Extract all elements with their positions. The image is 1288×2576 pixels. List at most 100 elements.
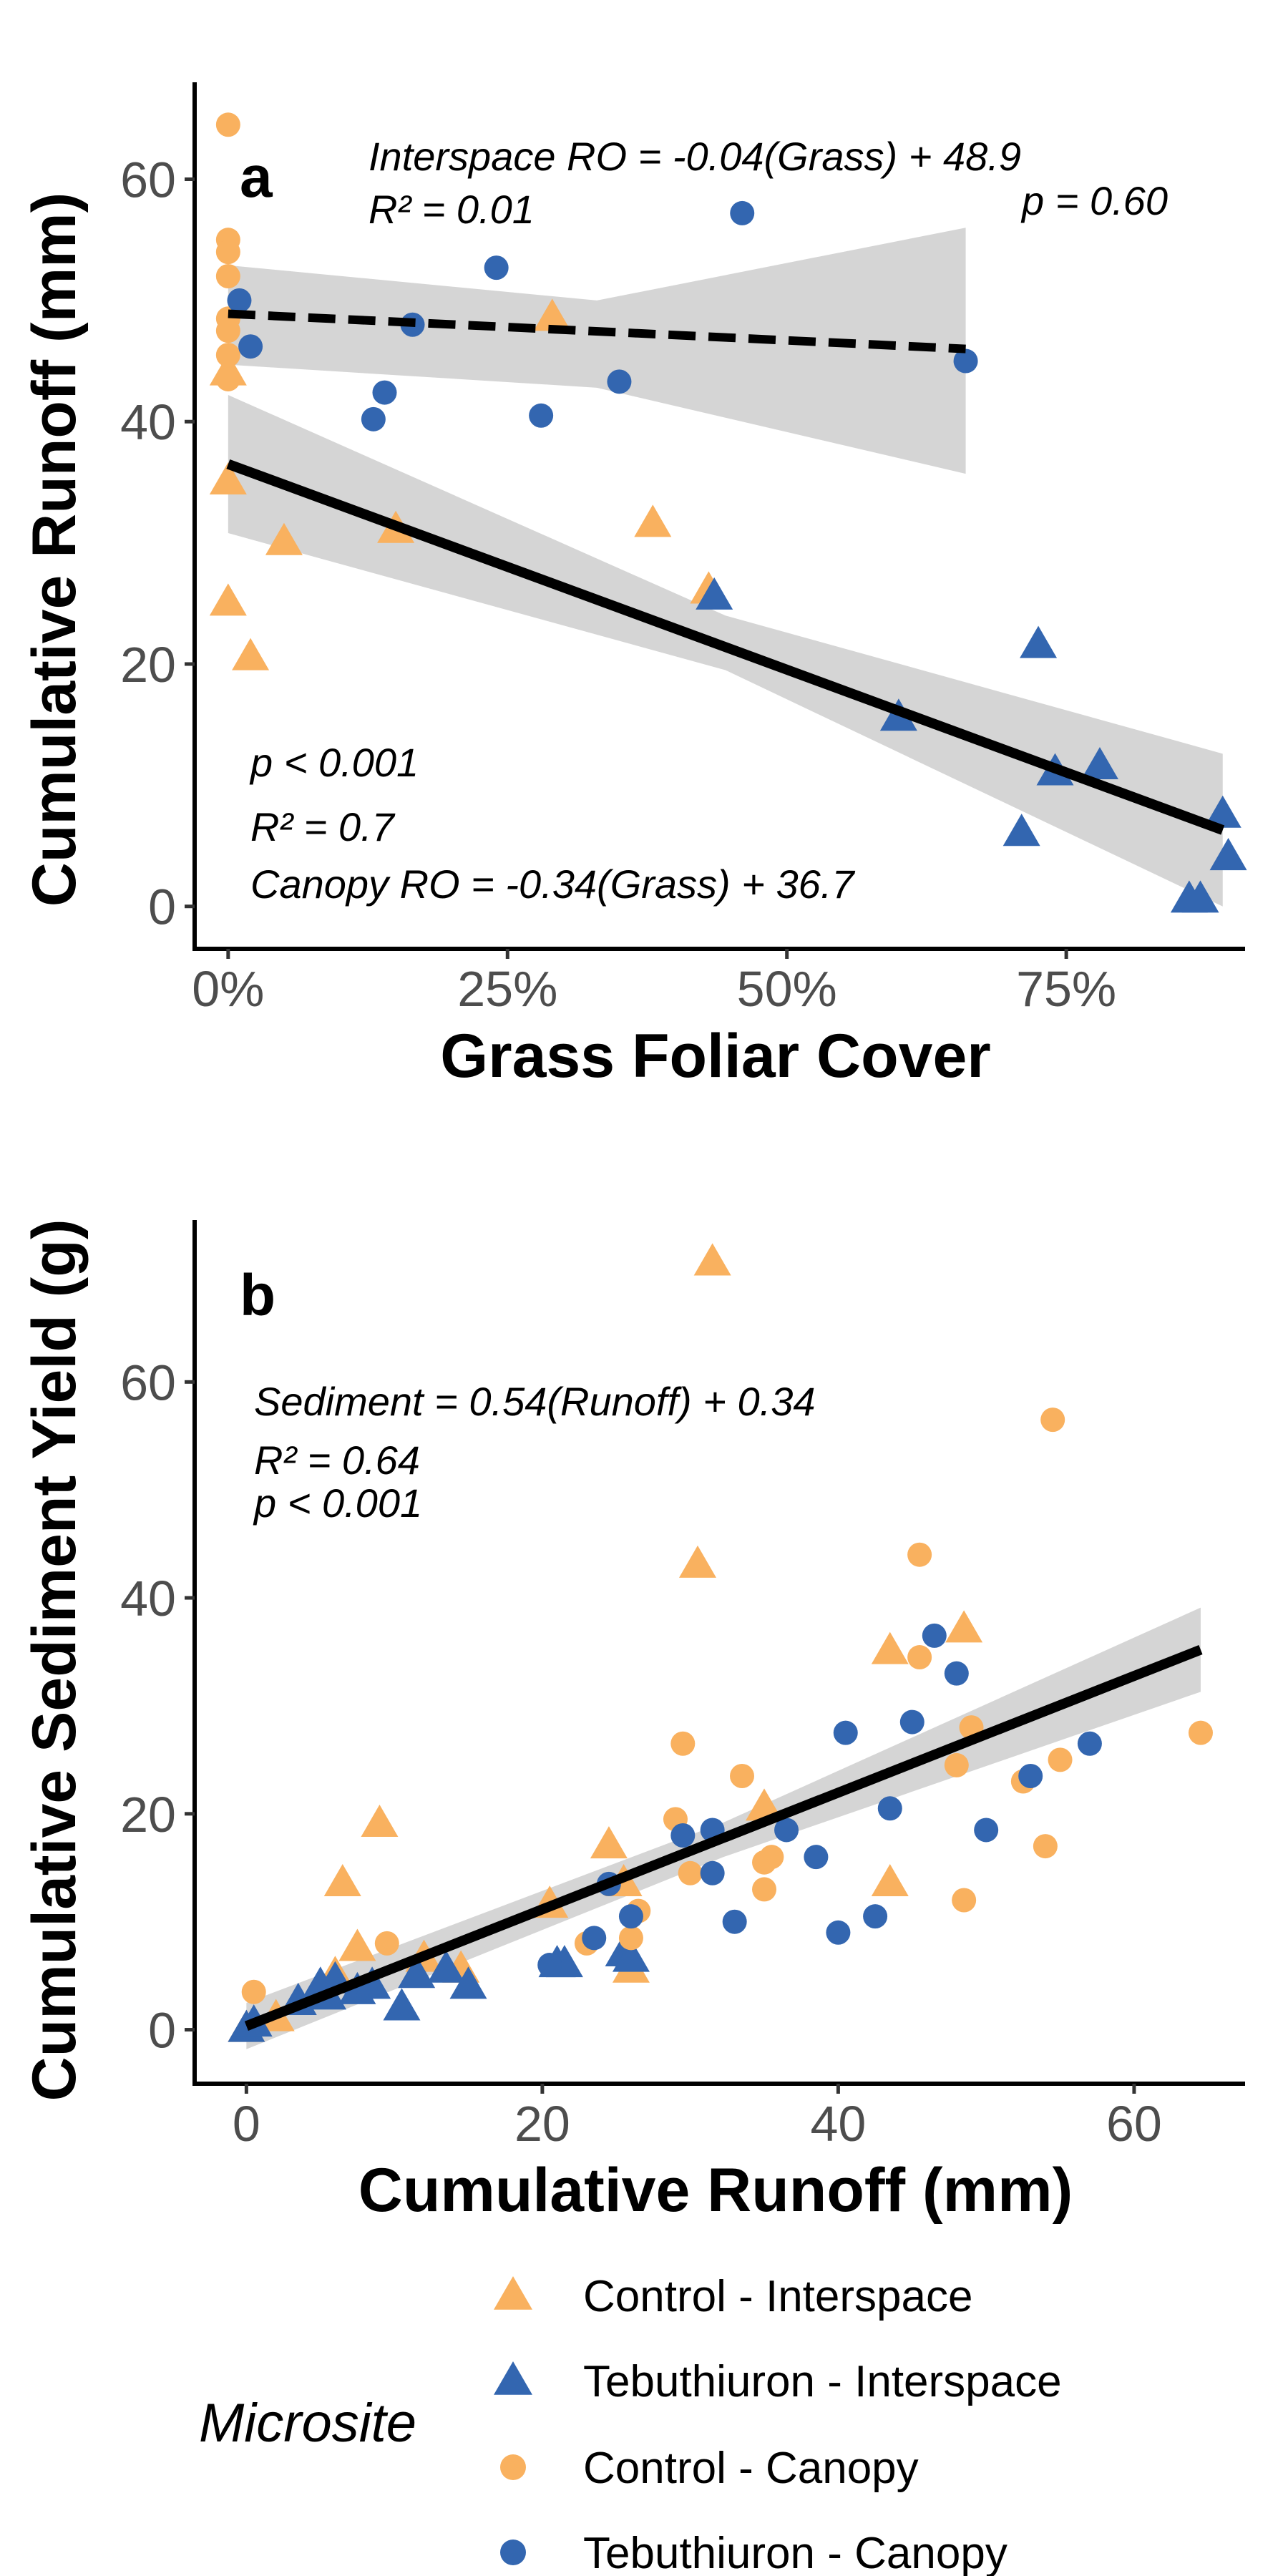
- b-point-control-canopy: [619, 1926, 643, 1950]
- b-point-control-interspace: [324, 1864, 361, 1896]
- a-point-control-canopy: [216, 318, 240, 343]
- a-x-tick-label: 25%: [457, 961, 557, 1017]
- b-point-tebuthiuron-canopy: [974, 1818, 998, 1842]
- b-point-control-interspace: [872, 1864, 909, 1896]
- b-point-tebuthiuron-canopy: [863, 1904, 887, 1928]
- panel-a-tag: a: [240, 145, 273, 210]
- legend-label-control-interspace: Control - Interspace: [583, 2272, 972, 2321]
- b-point-control-canopy: [1048, 1747, 1073, 1772]
- panel-a: 0% 25% 50% 75% 0 20 40 60 a Interspace RO = -0.…: [20, 82, 1247, 1091]
- a-point-control-interspace: [232, 638, 269, 670]
- a-y-tick-label: 0: [148, 879, 176, 935]
- panel-b-tag: b: [240, 1263, 275, 1328]
- b-point-control-canopy: [952, 1888, 976, 1913]
- a-point-tebuthiuron-canopy: [361, 407, 386, 431]
- b-point-tebuthiuron-canopy: [1078, 1732, 1102, 1756]
- b-point-tebuthiuron-canopy: [878, 1796, 902, 1820]
- panel-b: 0 20 40 600204060 b Sediment = 0.54(Runoff)…: [20, 1219, 1245, 2225]
- panel-b-fit-lines: [246, 1649, 1201, 2026]
- b-x-tick-label: 20: [514, 2096, 570, 2152]
- legend-title: Microsite: [199, 2393, 416, 2454]
- panel-a-interspace-equation: Interspace RO = -0.04(Grass) + 48.9: [369, 134, 1021, 179]
- a-point-control-canopy: [216, 264, 240, 288]
- panel-a-x-axis-title: Grass Foliar Cover: [440, 1022, 991, 1091]
- b-point-control-canopy: [1040, 1407, 1065, 1432]
- panel-a-interspace-r2: R² = 0.01: [369, 187, 535, 232]
- b-point-control-canopy: [759, 1845, 784, 1869]
- panel-b-r2: R² = 0.64: [254, 1438, 420, 1483]
- a-point-control-canopy: [216, 240, 240, 264]
- panel-b-y-axis-title: Cumulative Sediment Yield (g): [20, 1219, 89, 2102]
- a-x-tick-label: 50%: [737, 961, 837, 1017]
- b-point-tebuthiuron-canopy: [900, 1710, 924, 1735]
- a-point-control-canopy: [216, 343, 240, 367]
- panel-a-canopy-p: p < 0.001: [249, 740, 419, 785]
- b-x-tick-label: 60: [1106, 2096, 1162, 2152]
- b-point-control-interspace: [338, 1928, 376, 1961]
- a-x-tick-label: 0%: [192, 961, 264, 1017]
- a-ci-band-0: [228, 228, 966, 474]
- b-point-tebuthiuron-canopy: [619, 1904, 643, 1928]
- b-fit-line-0: [246, 1649, 1201, 2026]
- legend-items: Control - Interspace Tebuthiuron - Inters…: [494, 2272, 1062, 2576]
- b-point-tebuthiuron-canopy: [1018, 1764, 1043, 1788]
- a-point-tebuthiuron-canopy: [529, 404, 553, 428]
- b-point-control-interspace: [694, 1243, 731, 1275]
- panel-a-y-axis-title: Cumulative Runoff (mm): [20, 192, 89, 907]
- b-point-control-canopy: [670, 1732, 695, 1756]
- b-point-tebuthiuron-canopy: [582, 1926, 606, 1950]
- a-y-tick-label: 20: [120, 637, 176, 693]
- b-point-control-canopy: [242, 1980, 266, 2004]
- legend-key-control-canopy: [500, 2454, 526, 2480]
- a-point-tebuthiuron-canopy: [730, 201, 754, 225]
- panel-b-points: [228, 1243, 1213, 2041]
- legend-label-tebuthiuron-interspace: Tebuthiuron - Interspace: [583, 2357, 1062, 2406]
- b-y-tick-label: 40: [120, 1571, 176, 1626]
- a-point-tebuthiuron-interspace: [1020, 626, 1057, 658]
- b-point-control-interspace: [872, 1632, 909, 1664]
- panel-a-interspace-p: p = 0.60: [1020, 178, 1168, 223]
- b-point-control-interspace: [590, 1826, 628, 1858]
- b-point-control-canopy: [907, 1645, 932, 1669]
- b-point-tebuthiuron-canopy: [834, 1721, 858, 1745]
- b-point-control-canopy: [1189, 1721, 1213, 1745]
- b-point-control-canopy: [730, 1764, 754, 1788]
- b-point-control-interspace: [679, 1546, 716, 1578]
- a-point-tebuthiuron-canopy: [372, 381, 396, 405]
- a-x-tick-label: 75%: [1016, 961, 1116, 1017]
- b-point-tebuthiuron-canopy: [537, 1953, 562, 1977]
- panel-b-x-axis-title: Cumulative Runoff (mm): [358, 2156, 1073, 2225]
- b-point-tebuthiuron-canopy: [922, 1624, 947, 1648]
- legend-label-control-canopy: Control - Canopy: [583, 2444, 919, 2493]
- b-point-control-canopy: [1033, 1834, 1058, 1858]
- panel-b-p: p < 0.001: [253, 1480, 422, 1526]
- b-point-control-canopy: [375, 1931, 399, 1956]
- legend: Microsite Control - Interspace Tebuthiuro…: [199, 2272, 1062, 2576]
- b-point-tebuthiuron-canopy: [723, 1910, 747, 1934]
- b-point-control-canopy: [945, 1753, 969, 1777]
- a-point-tebuthiuron-canopy: [238, 334, 263, 358]
- a-point-tebuthiuron-interspace: [1003, 814, 1040, 846]
- b-point-control-interspace: [945, 1610, 982, 1642]
- b-point-tebuthiuron-canopy: [670, 1823, 695, 1848]
- legend-key-tebuthiuron-canopy: [500, 2540, 526, 2565]
- a-point-tebuthiuron-canopy: [484, 255, 509, 280]
- b-point-control-canopy: [678, 1861, 703, 1885]
- legend-key-control-interspace: [494, 2276, 532, 2310]
- b-point-control-canopy: [752, 1877, 776, 1901]
- panel-a-canopy-equation: Canopy RO = -0.34(Grass) + 36.7: [250, 862, 855, 907]
- a-point-control-canopy: [216, 367, 240, 391]
- b-x-tick-label: 40: [810, 2096, 866, 2152]
- b-point-tebuthiuron-canopy: [804, 1845, 828, 1869]
- a-point-tebuthiuron-canopy: [227, 288, 251, 313]
- b-x-tick-label: 0: [233, 2096, 260, 2152]
- b-point-control-interspace: [361, 1805, 398, 1837]
- legend-label-tebuthiuron-canopy: Tebuthiuron - Canopy: [583, 2529, 1008, 2576]
- b-y-tick-label: 0: [148, 2003, 176, 2059]
- b-point-tebuthiuron-canopy: [701, 1861, 725, 1885]
- a-point-control-interspace: [634, 504, 671, 537]
- b-point-tebuthiuron-interspace: [383, 1988, 420, 2020]
- b-point-tebuthiuron-canopy: [945, 1662, 969, 1686]
- a-y-tick-label: 60: [120, 152, 176, 208]
